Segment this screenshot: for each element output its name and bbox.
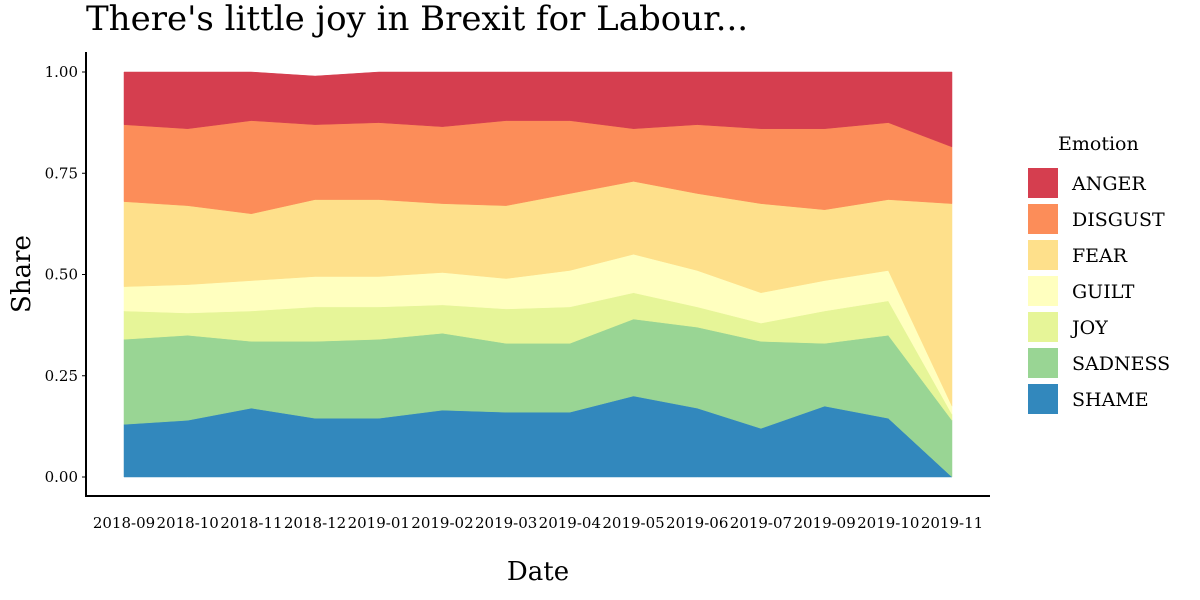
x-tick-label: 2019-03 bbox=[475, 514, 537, 532]
x-tick-label: 2019-11 bbox=[921, 514, 983, 532]
x-tick-label: 2018-10 bbox=[157, 514, 219, 532]
legend-swatch-sadness bbox=[1028, 348, 1058, 378]
legend-title: Emotion bbox=[1058, 133, 1139, 155]
x-tick-label: 2019-07 bbox=[730, 514, 792, 532]
y-axis-title: Share bbox=[7, 235, 37, 313]
x-tick-label: 2018-09 bbox=[93, 514, 155, 532]
y-tick-label: 0.75 bbox=[45, 164, 78, 182]
area-layers bbox=[123, 71, 953, 478]
y-tick-label: 0.25 bbox=[45, 367, 78, 385]
y-tick-label: 0.00 bbox=[45, 468, 78, 486]
x-tick-label: 2019-01 bbox=[348, 514, 410, 532]
x-tick-label: 2018-12 bbox=[284, 514, 346, 532]
legend-swatch-shame bbox=[1028, 384, 1058, 414]
legend-label-shame: SHAME bbox=[1072, 389, 1149, 411]
x-tick-label: 2018-11 bbox=[220, 514, 282, 532]
legend-swatch-disgust bbox=[1028, 204, 1058, 234]
area-disgust bbox=[123, 120, 953, 215]
x-tick-label: 2019-09 bbox=[793, 514, 855, 532]
legend-label-joy: JOY bbox=[1070, 317, 1108, 339]
x-axis-title: Date bbox=[507, 557, 569, 587]
legend-label-disgust: DISGUST bbox=[1072, 209, 1165, 231]
x-tick-label: 2019-06 bbox=[666, 514, 728, 532]
y-tick-label: 0.50 bbox=[45, 266, 78, 284]
legend-swatch-fear bbox=[1028, 240, 1058, 270]
legend-label-anger: ANGER bbox=[1071, 173, 1146, 195]
legend-label-guilt: GUILT bbox=[1072, 281, 1135, 303]
chart-title: There's little joy in Brexit for Labour.… bbox=[86, 0, 748, 39]
legend-label-sadness: SADNESS bbox=[1072, 353, 1170, 375]
x-tick-label: 2019-05 bbox=[602, 514, 664, 532]
y-tick-label: 1.00 bbox=[45, 63, 78, 81]
y-axis-ticks: 0.00 0.25 0.50 0.75 1.00 bbox=[45, 63, 86, 486]
legend: Emotion ANGER DISGUST FEAR GUILT JOY SADNESS S… bbox=[1028, 133, 1170, 414]
x-axis-ticks: 2018-09 2018-10 2018-11 2018-12 2019-01 2019-… bbox=[93, 514, 983, 532]
x-tick-label: 2019-10 bbox=[857, 514, 919, 532]
x-tick-label: 2019-02 bbox=[411, 514, 473, 532]
legend-swatch-joy bbox=[1028, 312, 1058, 342]
legend-swatch-guilt bbox=[1028, 276, 1058, 306]
legend-label-fear: FEAR bbox=[1072, 245, 1128, 267]
area-anger bbox=[123, 71, 953, 148]
legend-swatch-anger bbox=[1028, 168, 1058, 198]
x-tick-label: 2019-04 bbox=[539, 514, 601, 532]
